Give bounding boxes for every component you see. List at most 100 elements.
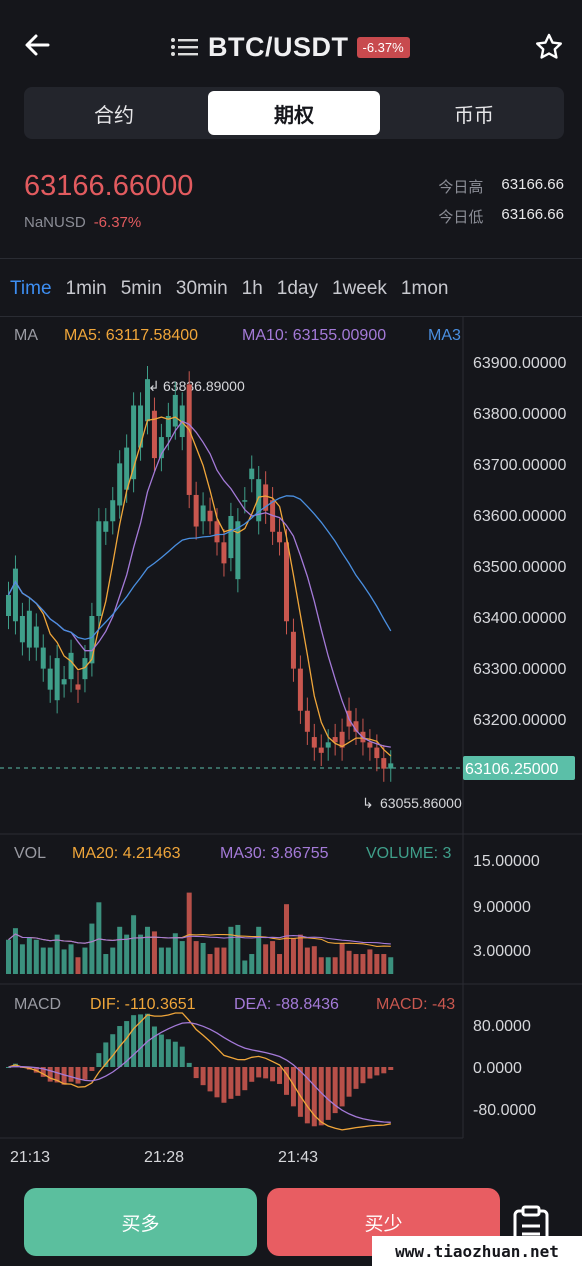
volume-bar [12,928,18,974]
volume-bar [124,934,130,974]
volume-bar [165,947,171,974]
candle-body [26,610,32,648]
macd-bar [124,1021,130,1067]
volume-bar [200,942,206,974]
tab-options[interactable]: 期权 [208,91,380,135]
macd-bar [207,1067,213,1092]
candle-body [284,542,289,622]
low-row: 今日低 63166.66 [438,206,564,227]
change-badge: -6.37% [356,36,410,58]
volume-bar [68,944,74,974]
macd-bar [360,1067,366,1084]
macd-bar [165,1039,171,1067]
candle-body [249,468,255,480]
pair-selector[interactable]: BTC/USDT -6.37% [170,30,410,64]
volume-bar [145,926,150,974]
price-tick: 63600.00000 [473,508,567,525]
candle-body [138,405,144,448]
candle-body [61,679,67,685]
candle-body [33,626,39,648]
candle-body [6,594,11,616]
legend-vol-ma30: MA30: 3.86755 [220,845,329,862]
tab-spot[interactable]: 币币 [454,104,494,127]
volume-bar [54,934,60,974]
legend-vol: VOL [14,845,46,862]
macd-tick: -80.0000 [473,1102,536,1119]
ma5-line [7,416,392,757]
volume-bar [249,954,255,974]
macd-bar [242,1067,248,1091]
macd-bar [172,1041,178,1067]
macd-bar [131,1015,137,1067]
low-label: 今日低 [438,209,484,226]
macd-bar [193,1067,199,1079]
macd-bar [68,1067,74,1082]
volume-bar [158,947,164,974]
time-tick: 21:43 [278,1149,318,1166]
tf-1h[interactable]: 1h [241,278,263,299]
macd-bar [200,1067,206,1086]
volume-bar [304,947,310,974]
star-icon[interactable] [534,32,564,62]
time-axis: 21:13 21:28 21:43 [10,1149,318,1166]
price-tick: 63200.00000 [473,712,567,729]
tf-1day[interactable]: 1day [276,278,318,299]
kline-chart[interactable]: MA MA5: 63117.58400 MA10: 63155.00900 MA… [0,316,582,1176]
price-tick: 63300.00000 [473,661,567,678]
candles-group [6,366,394,782]
macd-bar [54,1067,60,1083]
macd-bar [318,1067,324,1126]
candle-body [89,616,95,664]
time-tick: 21:28 [144,1149,184,1166]
tf-1min[interactable]: 1min [65,278,107,299]
macd-bar [186,1062,192,1067]
candle-body [200,505,206,522]
price-tick: 63500.00000 [473,559,567,576]
macd-bar [256,1067,262,1078]
tf-1week[interactable]: 1week [332,278,387,299]
ma30-line [7,495,392,640]
divider [0,258,582,259]
macd-bar [138,1014,144,1067]
macd-bar [249,1067,255,1082]
tab-contract[interactable]: 合约 [94,104,134,127]
volume-bar [33,939,39,974]
candle-body [297,668,303,711]
macd-bar [96,1053,102,1067]
candle-body [131,405,137,480]
candle-body [75,684,81,690]
legend-ma: MA [14,327,38,344]
tf-time[interactable]: Time [10,278,52,299]
buy-up-button[interactable]: 买多 [24,1188,257,1256]
candle-body [68,652,74,680]
macd-bar [75,1067,81,1084]
volume-bar [277,954,283,974]
tf-1mon[interactable]: 1mon [400,278,449,299]
indicator-lines-group [7,416,392,1131]
current-price-label: 63106.25000 [465,761,559,778]
macd-bar [6,1067,11,1068]
back-arrow-icon[interactable] [22,30,56,64]
candle-body [19,616,25,643]
low-marker: ↳ [362,795,374,811]
macd-bar [297,1067,303,1117]
macd-bar [89,1067,95,1071]
volume-bar [89,923,95,974]
macd-axis: 80.0000 0.0000 -80.0000 [473,1018,536,1119]
legend-volume: VOLUME: 3 [366,845,451,862]
tf-30min[interactable]: 30min [175,278,228,299]
candle-body [103,521,109,532]
orders-icon[interactable] [508,1204,554,1250]
volume-bar [193,941,199,974]
candle-body [367,742,373,748]
macd-bar [235,1067,241,1096]
macd-bar [284,1067,289,1095]
volume-bar [367,949,373,974]
volume-bar [346,950,352,974]
candle-body [263,484,269,511]
macd-bar [47,1067,53,1082]
macd-bar [346,1067,352,1097]
volume-bar [311,946,317,974]
tf-5min[interactable]: 5min [120,278,162,299]
volume-bar [207,954,213,974]
